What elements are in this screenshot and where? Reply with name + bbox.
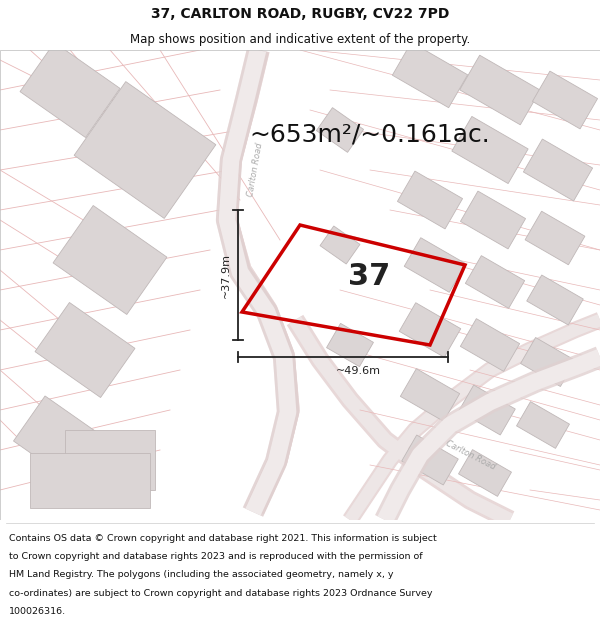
Polygon shape — [458, 449, 511, 496]
Text: HM Land Registry. The polygons (including the associated geometry, namely x, y: HM Land Registry. The polygons (includin… — [9, 571, 394, 579]
Polygon shape — [392, 42, 467, 107]
Polygon shape — [402, 435, 458, 485]
Text: 37: 37 — [348, 262, 391, 291]
Text: Contains OS data © Crown copyright and database right 2021. This information is : Contains OS data © Crown copyright and d… — [9, 534, 437, 542]
Polygon shape — [452, 116, 528, 184]
Polygon shape — [400, 369, 460, 421]
Polygon shape — [65, 430, 155, 490]
Polygon shape — [521, 338, 575, 386]
Polygon shape — [20, 42, 120, 138]
Polygon shape — [517, 402, 569, 448]
Polygon shape — [74, 82, 216, 218]
Polygon shape — [532, 71, 598, 129]
Polygon shape — [30, 452, 150, 508]
Text: 100026316.: 100026316. — [9, 607, 66, 616]
Polygon shape — [527, 275, 583, 325]
Text: ~49.6m: ~49.6m — [335, 366, 380, 376]
Polygon shape — [397, 171, 463, 229]
Polygon shape — [460, 319, 520, 371]
Text: Carlton Road: Carlton Road — [443, 439, 496, 471]
Polygon shape — [460, 55, 541, 125]
Polygon shape — [316, 107, 364, 152]
Polygon shape — [525, 211, 585, 265]
Polygon shape — [523, 139, 593, 201]
Polygon shape — [404, 238, 466, 292]
Text: 37, CARLTON ROAD, RUGBY, CV22 7PD: 37, CARLTON ROAD, RUGBY, CV22 7PD — [151, 7, 449, 21]
Text: Carlton Road: Carlton Road — [246, 142, 264, 198]
Polygon shape — [459, 385, 515, 435]
Text: ~37.9m: ~37.9m — [221, 253, 231, 298]
Text: ~653m²/~0.161ac.: ~653m²/~0.161ac. — [250, 123, 490, 147]
Polygon shape — [399, 302, 461, 358]
Polygon shape — [320, 226, 360, 264]
Polygon shape — [14, 396, 106, 484]
Polygon shape — [460, 191, 526, 249]
Polygon shape — [466, 256, 524, 308]
Polygon shape — [35, 302, 135, 398]
Polygon shape — [326, 323, 373, 367]
Polygon shape — [53, 206, 167, 314]
Text: Map shows position and indicative extent of the property.: Map shows position and indicative extent… — [130, 32, 470, 46]
Text: co-ordinates) are subject to Crown copyright and database rights 2023 Ordnance S: co-ordinates) are subject to Crown copyr… — [9, 589, 433, 598]
Text: to Crown copyright and database rights 2023 and is reproduced with the permissio: to Crown copyright and database rights 2… — [9, 552, 422, 561]
